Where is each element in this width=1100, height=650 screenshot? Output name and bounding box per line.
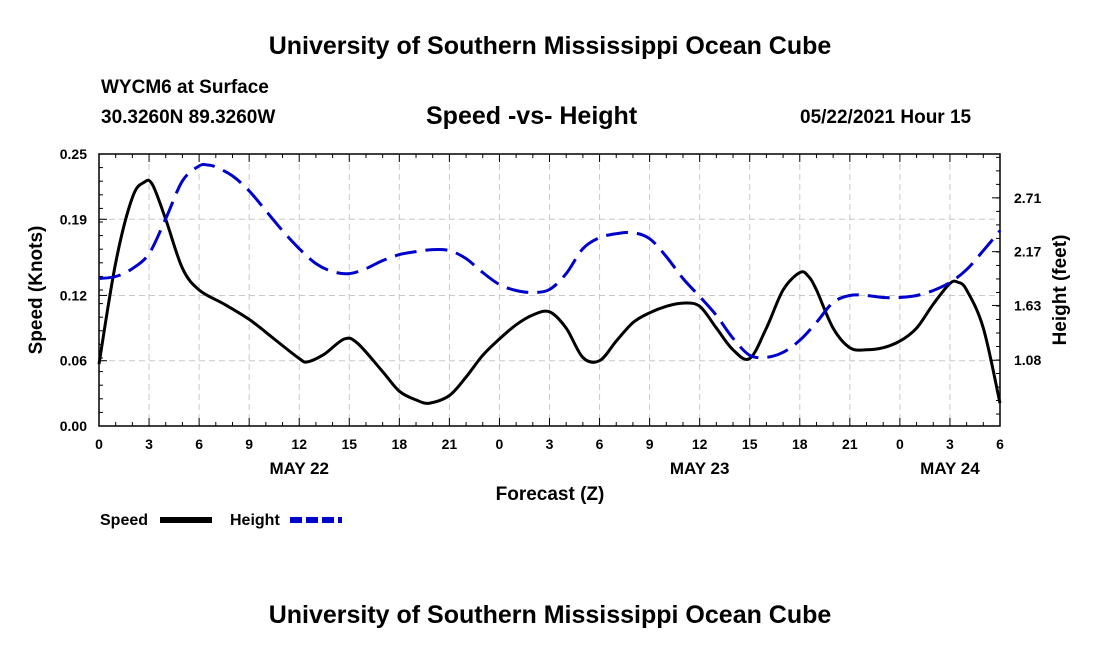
x-tick-label: 6 [996,436,1004,452]
x-tick-label: 18 [792,436,808,452]
height-series-line [98,162,1002,360]
chart-title: Speed -vs- Height [426,102,638,130]
legend-height-label: Height [230,512,280,529]
y-axis-label: Speed (Knots) [26,226,47,355]
x-tick-label: 15 [742,436,758,452]
series [97,162,1002,405]
y2-tick-label: 1.63 [1014,297,1041,313]
legend-speed-label: Speed [100,512,148,529]
footer-org-title: University of Southern Mississippi Ocean… [268,601,832,629]
speed-series-line [97,178,1002,405]
x-tick-label: 21 [442,436,458,452]
x-tick-label: 9 [646,436,654,452]
x-tick-label: 12 [291,436,307,452]
y-tick-label: 0.00 [60,418,87,434]
y2-tick-label: 2.71 [1014,190,1041,206]
y-tick-label: 0.06 [60,353,87,369]
x-tick-label: 18 [392,436,408,452]
y2-axis-label: Height (feet) [1050,235,1071,346]
x-tick-label: 3 [145,436,153,452]
x-tick-label: 0 [896,436,904,452]
x-tick-label: 0 [496,436,504,452]
org-title: University of Southern Mississippi Ocean… [268,32,832,60]
station-label: WYCM6 at Surface [101,77,269,98]
date-label: MAY 22 [269,459,329,478]
x-tick-label: 6 [195,436,203,452]
y-tick-label: 0.19 [60,211,87,227]
y-tick-label: 0.12 [60,287,87,303]
y-tick-label: 0.25 [60,146,87,162]
x-tick-label: 15 [341,436,357,452]
date-label: MAY 23 [670,459,730,478]
tick-labels: 0 3 6 9 12 15 18 21 0 3 6 9 12 15 18 21 0 3 6 MAY 22 MAY 23 M… [60,146,1042,478]
legend: Speed Height [100,512,342,529]
x-tick-label: 9 [245,436,253,452]
y2-tick-label: 2.17 [1014,244,1041,260]
x-tick-label: 3 [546,436,554,452]
x-tick-label: 12 [692,436,708,452]
x-tick-label: 6 [596,436,604,452]
y2-tick-label: 1.08 [1014,352,1041,368]
x-axis-label: Forecast (Z) [496,484,605,505]
x-tick-label: 0 [95,436,103,452]
forecast-timestamp: 05/22/2021 Hour 15 [800,107,972,128]
date-label: MAY 24 [920,459,980,478]
x-tick-label: 21 [842,436,858,452]
x-tick-label: 3 [946,436,954,452]
station-coordinates: 30.3260N 89.3260W [101,107,276,128]
grid [99,154,1000,426]
